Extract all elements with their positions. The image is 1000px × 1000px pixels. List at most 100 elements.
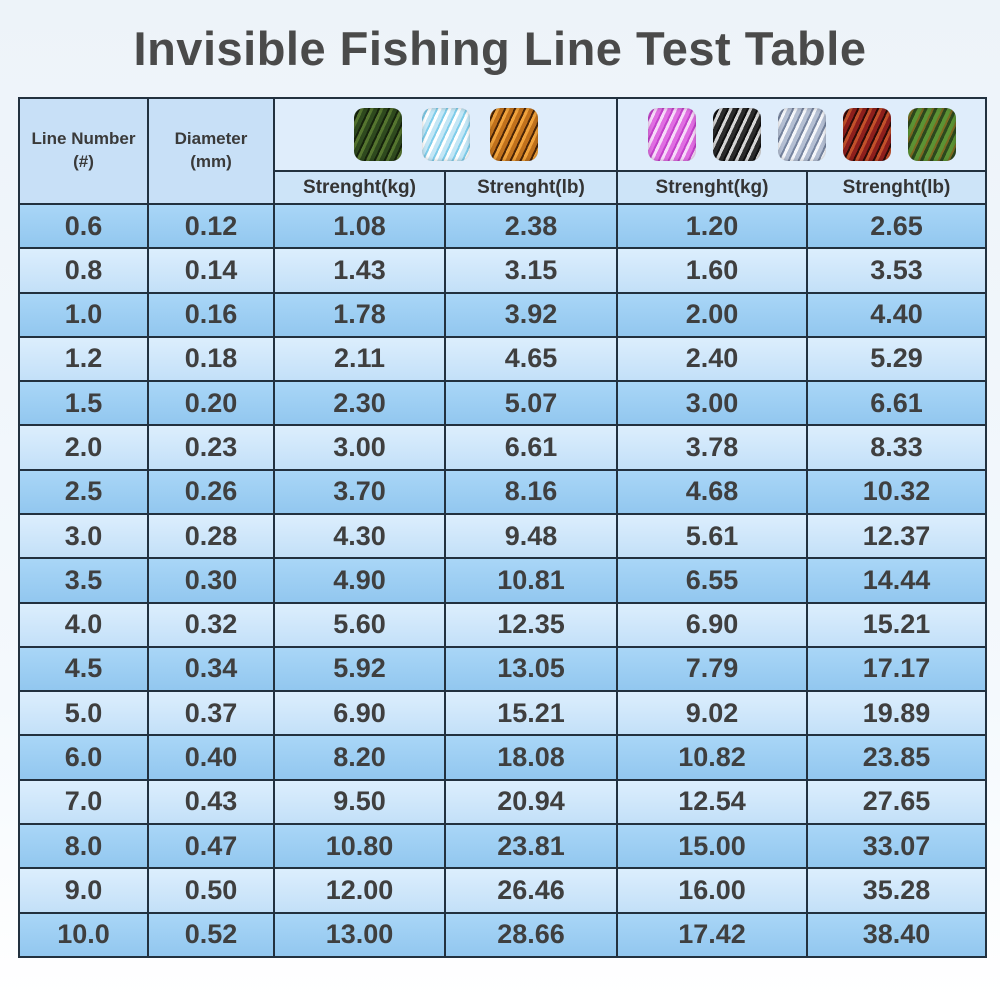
cell-dia: 0.23 <box>147 424 275 471</box>
dark-red-line-swatch <box>842 108 891 161</box>
cell-kg2: 2.00 <box>616 291 808 338</box>
orchid-pink-line-swatch <box>647 108 696 161</box>
cell-kg1: 1.08 <box>273 202 446 250</box>
cell-kg2: 9.02 <box>616 690 808 737</box>
cell-kg1: 5.92 <box>273 645 446 693</box>
cell-line: 4.5 <box>18 645 149 693</box>
cell-lb1: 12.35 <box>444 601 618 648</box>
header-row-groups: Line Number (#) Diameter (mm) <box>18 97 987 205</box>
table-row: 5.0 0.37 6.90 15.21 9.02 19.89 <box>18 690 987 737</box>
subheader-strength-lb-1: Strenght(lb) <box>444 170 618 205</box>
cell-kg2: 17.42 <box>616 911 808 958</box>
header-diameter-label: Diameter <box>174 129 248 149</box>
cell-kg1: 10.80 <box>273 822 446 870</box>
cell-lb2: 4.40 <box>806 291 987 338</box>
cell-kg2: 5.61 <box>616 512 808 560</box>
subheader-strength-kg-1: Strenght(kg) <box>273 170 446 205</box>
cell-lb2: 38.40 <box>806 911 987 958</box>
cell-lb1: 3.15 <box>444 247 618 294</box>
cell-dia: 0.43 <box>147 778 275 825</box>
fishing-line-test-table: Line Number (#) Diameter (mm) Strenght(k… <box>18 97 987 958</box>
cell-dia: 0.40 <box>147 734 275 781</box>
cell-dia: 0.20 <box>147 380 275 427</box>
cell-lb2: 10.32 <box>806 468 987 515</box>
table-row: 7.0 0.43 9.50 20.94 12.54 27.65 <box>18 778 987 825</box>
cell-dia: 0.16 <box>147 291 275 338</box>
table-row: 2.0 0.23 3.00 6.61 3.78 8.33 <box>18 424 987 471</box>
cell-line: 3.5 <box>18 557 149 604</box>
cell-lb2: 12.37 <box>806 512 987 560</box>
header-line-number-label: Line Number <box>31 129 136 149</box>
cell-lb1: 18.08 <box>444 734 618 781</box>
cell-dia: 0.12 <box>147 202 275 250</box>
subheader-strength-kg-2: Strenght(kg) <box>616 170 808 205</box>
table-row: 1.2 0.18 2.11 4.65 2.40 5.29 <box>18 335 987 383</box>
cell-line: 0.6 <box>18 202 149 250</box>
cell-kg2: 6.55 <box>616 557 808 604</box>
cell-lb1: 10.81 <box>444 557 618 604</box>
cell-kg1: 2.30 <box>273 380 446 427</box>
cell-lb1: 5.07 <box>444 380 618 427</box>
table-row: 10.0 0.52 13.00 28.66 17.42 38.40 <box>18 911 987 958</box>
page-title: Invisible Fishing Line Test Table <box>133 22 867 75</box>
cell-line: 3.0 <box>18 512 149 560</box>
cell-lb1: 6.61 <box>444 424 618 471</box>
swatch-row-group-2 <box>619 108 984 161</box>
cell-line: 5.0 <box>18 690 149 737</box>
cell-kg2: 12.54 <box>616 778 808 825</box>
camo-green-line-swatch <box>907 108 956 161</box>
cell-lb2: 14.44 <box>806 557 987 604</box>
line-color-group-1 <box>273 97 618 172</box>
table-row: 1.0 0.16 1.78 3.92 2.00 4.40 <box>18 291 987 338</box>
cell-lb1: 23.81 <box>444 822 618 870</box>
header-row-subheaders: Strenght(kg) Strenght(lb) Strenght(kg) S… <box>19 170 987 205</box>
table-row: 3.0 0.28 4.30 9.48 5.61 12.37 <box>18 512 987 560</box>
cell-dia: 0.26 <box>147 468 275 515</box>
cell-line: 2.0 <box>18 424 149 471</box>
cell-lb2: 8.33 <box>806 424 987 471</box>
cell-kg2: 16.00 <box>616 867 808 914</box>
cell-kg2: 3.00 <box>616 380 808 427</box>
cell-lb2: 2.65 <box>806 202 987 250</box>
cell-kg2: 10.82 <box>616 734 808 781</box>
cell-kg1: 4.90 <box>273 557 446 604</box>
cell-kg1: 8.20 <box>273 734 446 781</box>
cell-kg1: 9.50 <box>273 778 446 825</box>
cell-line: 1.0 <box>18 291 149 338</box>
line-color-group-2 <box>616 97 987 172</box>
cell-kg2: 2.40 <box>616 335 808 383</box>
moss-green-line-swatch <box>353 108 402 161</box>
cell-kg1: 6.90 <box>273 690 446 737</box>
cell-dia: 0.37 <box>147 690 275 737</box>
header-line-number: Line Number (#) <box>18 97 149 205</box>
cell-kg2: 3.78 <box>616 424 808 471</box>
cell-line: 0.8 <box>18 247 149 294</box>
cell-line: 6.0 <box>18 734 149 781</box>
table-row: 1.5 0.20 2.30 5.07 3.00 6.61 <box>18 380 987 427</box>
cell-kg1: 12.00 <box>273 867 446 914</box>
cell-lb1: 9.48 <box>444 512 618 560</box>
cell-kg1: 1.78 <box>273 291 446 338</box>
black-line-swatch <box>712 108 761 161</box>
cell-line: 1.5 <box>18 380 149 427</box>
cell-lb1: 26.46 <box>444 867 618 914</box>
cell-dia: 0.50 <box>147 867 275 914</box>
cell-dia: 0.30 <box>147 557 275 604</box>
cell-kg2: 1.20 <box>616 202 808 250</box>
swatch-row-group-1 <box>276 108 615 161</box>
cell-lb1: 8.16 <box>444 468 618 515</box>
cell-lb2: 35.28 <box>806 867 987 914</box>
cell-line: 7.0 <box>18 778 149 825</box>
cell-lb2: 19.89 <box>806 690 987 737</box>
cell-dia: 0.34 <box>147 645 275 693</box>
cell-lb2: 15.21 <box>806 601 987 648</box>
cell-dia: 0.32 <box>147 601 275 648</box>
cell-line: 1.2 <box>18 335 149 383</box>
header-line-number-unit: (#) <box>73 152 94 171</box>
cell-lb1: 4.65 <box>444 335 618 383</box>
copper-orange-line-swatch <box>489 108 538 161</box>
table-row: 3.5 0.30 4.90 10.81 6.55 14.44 <box>18 557 987 604</box>
cell-kg2: 1.60 <box>616 247 808 294</box>
cell-kg1: 3.00 <box>273 424 446 471</box>
cell-lb2: 17.17 <box>806 645 987 693</box>
